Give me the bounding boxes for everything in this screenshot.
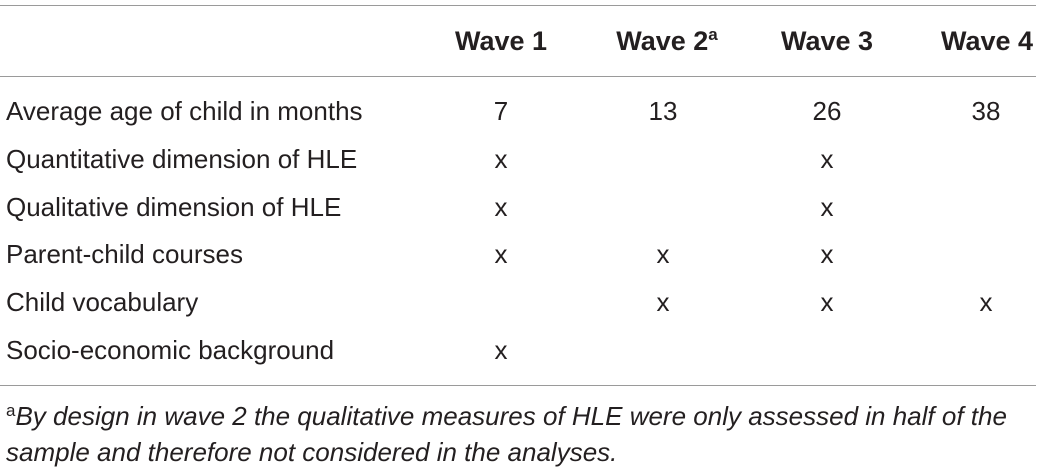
table-cell: x bbox=[494, 144, 508, 174]
table-cell: x bbox=[820, 192, 834, 222]
table-cell: 26 bbox=[812, 96, 842, 126]
row-label: Qualitative dimension of HLE bbox=[6, 192, 342, 222]
table-cell: x bbox=[656, 239, 670, 269]
header-footnote-mark: a bbox=[708, 25, 718, 44]
footnote-text: By design in wave 2 the qualitative meas… bbox=[6, 401, 1007, 467]
header-wave-1: Wave 1 bbox=[454, 26, 548, 56]
table-footnote: aBy design in wave 2 the qualitative mea… bbox=[6, 398, 1036, 470]
table-header-rule bbox=[0, 76, 1036, 77]
table-cell: x bbox=[656, 287, 670, 317]
header-wave-3: Wave 3 bbox=[780, 26, 874, 56]
table-cell: x bbox=[494, 335, 508, 365]
row-label: Socio-economic background bbox=[6, 335, 335, 365]
footnote-mark: a bbox=[6, 401, 16, 420]
table-cell: 13 bbox=[648, 96, 678, 126]
row-label: Quantitative dimension of HLE bbox=[6, 144, 358, 174]
table-cell: x bbox=[820, 239, 834, 269]
header-wave-4: Wave 4 bbox=[940, 26, 1034, 56]
row-label: Average age of child in months bbox=[6, 96, 363, 126]
header-wave-2: Wave 2a bbox=[616, 25, 718, 56]
table-cell: x bbox=[494, 239, 508, 269]
table-cell: x bbox=[820, 287, 834, 317]
table-bottom-rule bbox=[0, 385, 1036, 386]
table-top-rule bbox=[0, 5, 1036, 6]
table-cell: x bbox=[979, 287, 993, 317]
table-cell: 7 bbox=[493, 96, 509, 126]
table-cell: x bbox=[820, 144, 834, 174]
table-cell: x bbox=[494, 192, 508, 222]
row-label: Parent-child courses bbox=[6, 239, 243, 269]
table-cell: 38 bbox=[971, 96, 1001, 126]
row-label: Child vocabulary bbox=[6, 287, 199, 317]
